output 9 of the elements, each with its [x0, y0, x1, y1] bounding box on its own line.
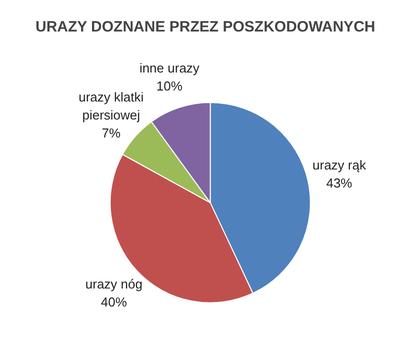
data-label: 10%	[156, 78, 183, 94]
slice-label: urazy nóg	[85, 276, 142, 292]
data-label: 43%	[326, 175, 353, 190]
data-label: 40%	[100, 294, 128, 310]
slice-label: urazy rąk	[312, 157, 366, 172]
slice-label: urazy klatki piersiowej	[78, 90, 144, 123]
data-label: 7%	[102, 126, 121, 141]
slice-label: inne urazy	[139, 60, 200, 76]
chart-title: URAZY DOZNANE PRZEZ POSZKODOWANYCH	[36, 18, 376, 36]
